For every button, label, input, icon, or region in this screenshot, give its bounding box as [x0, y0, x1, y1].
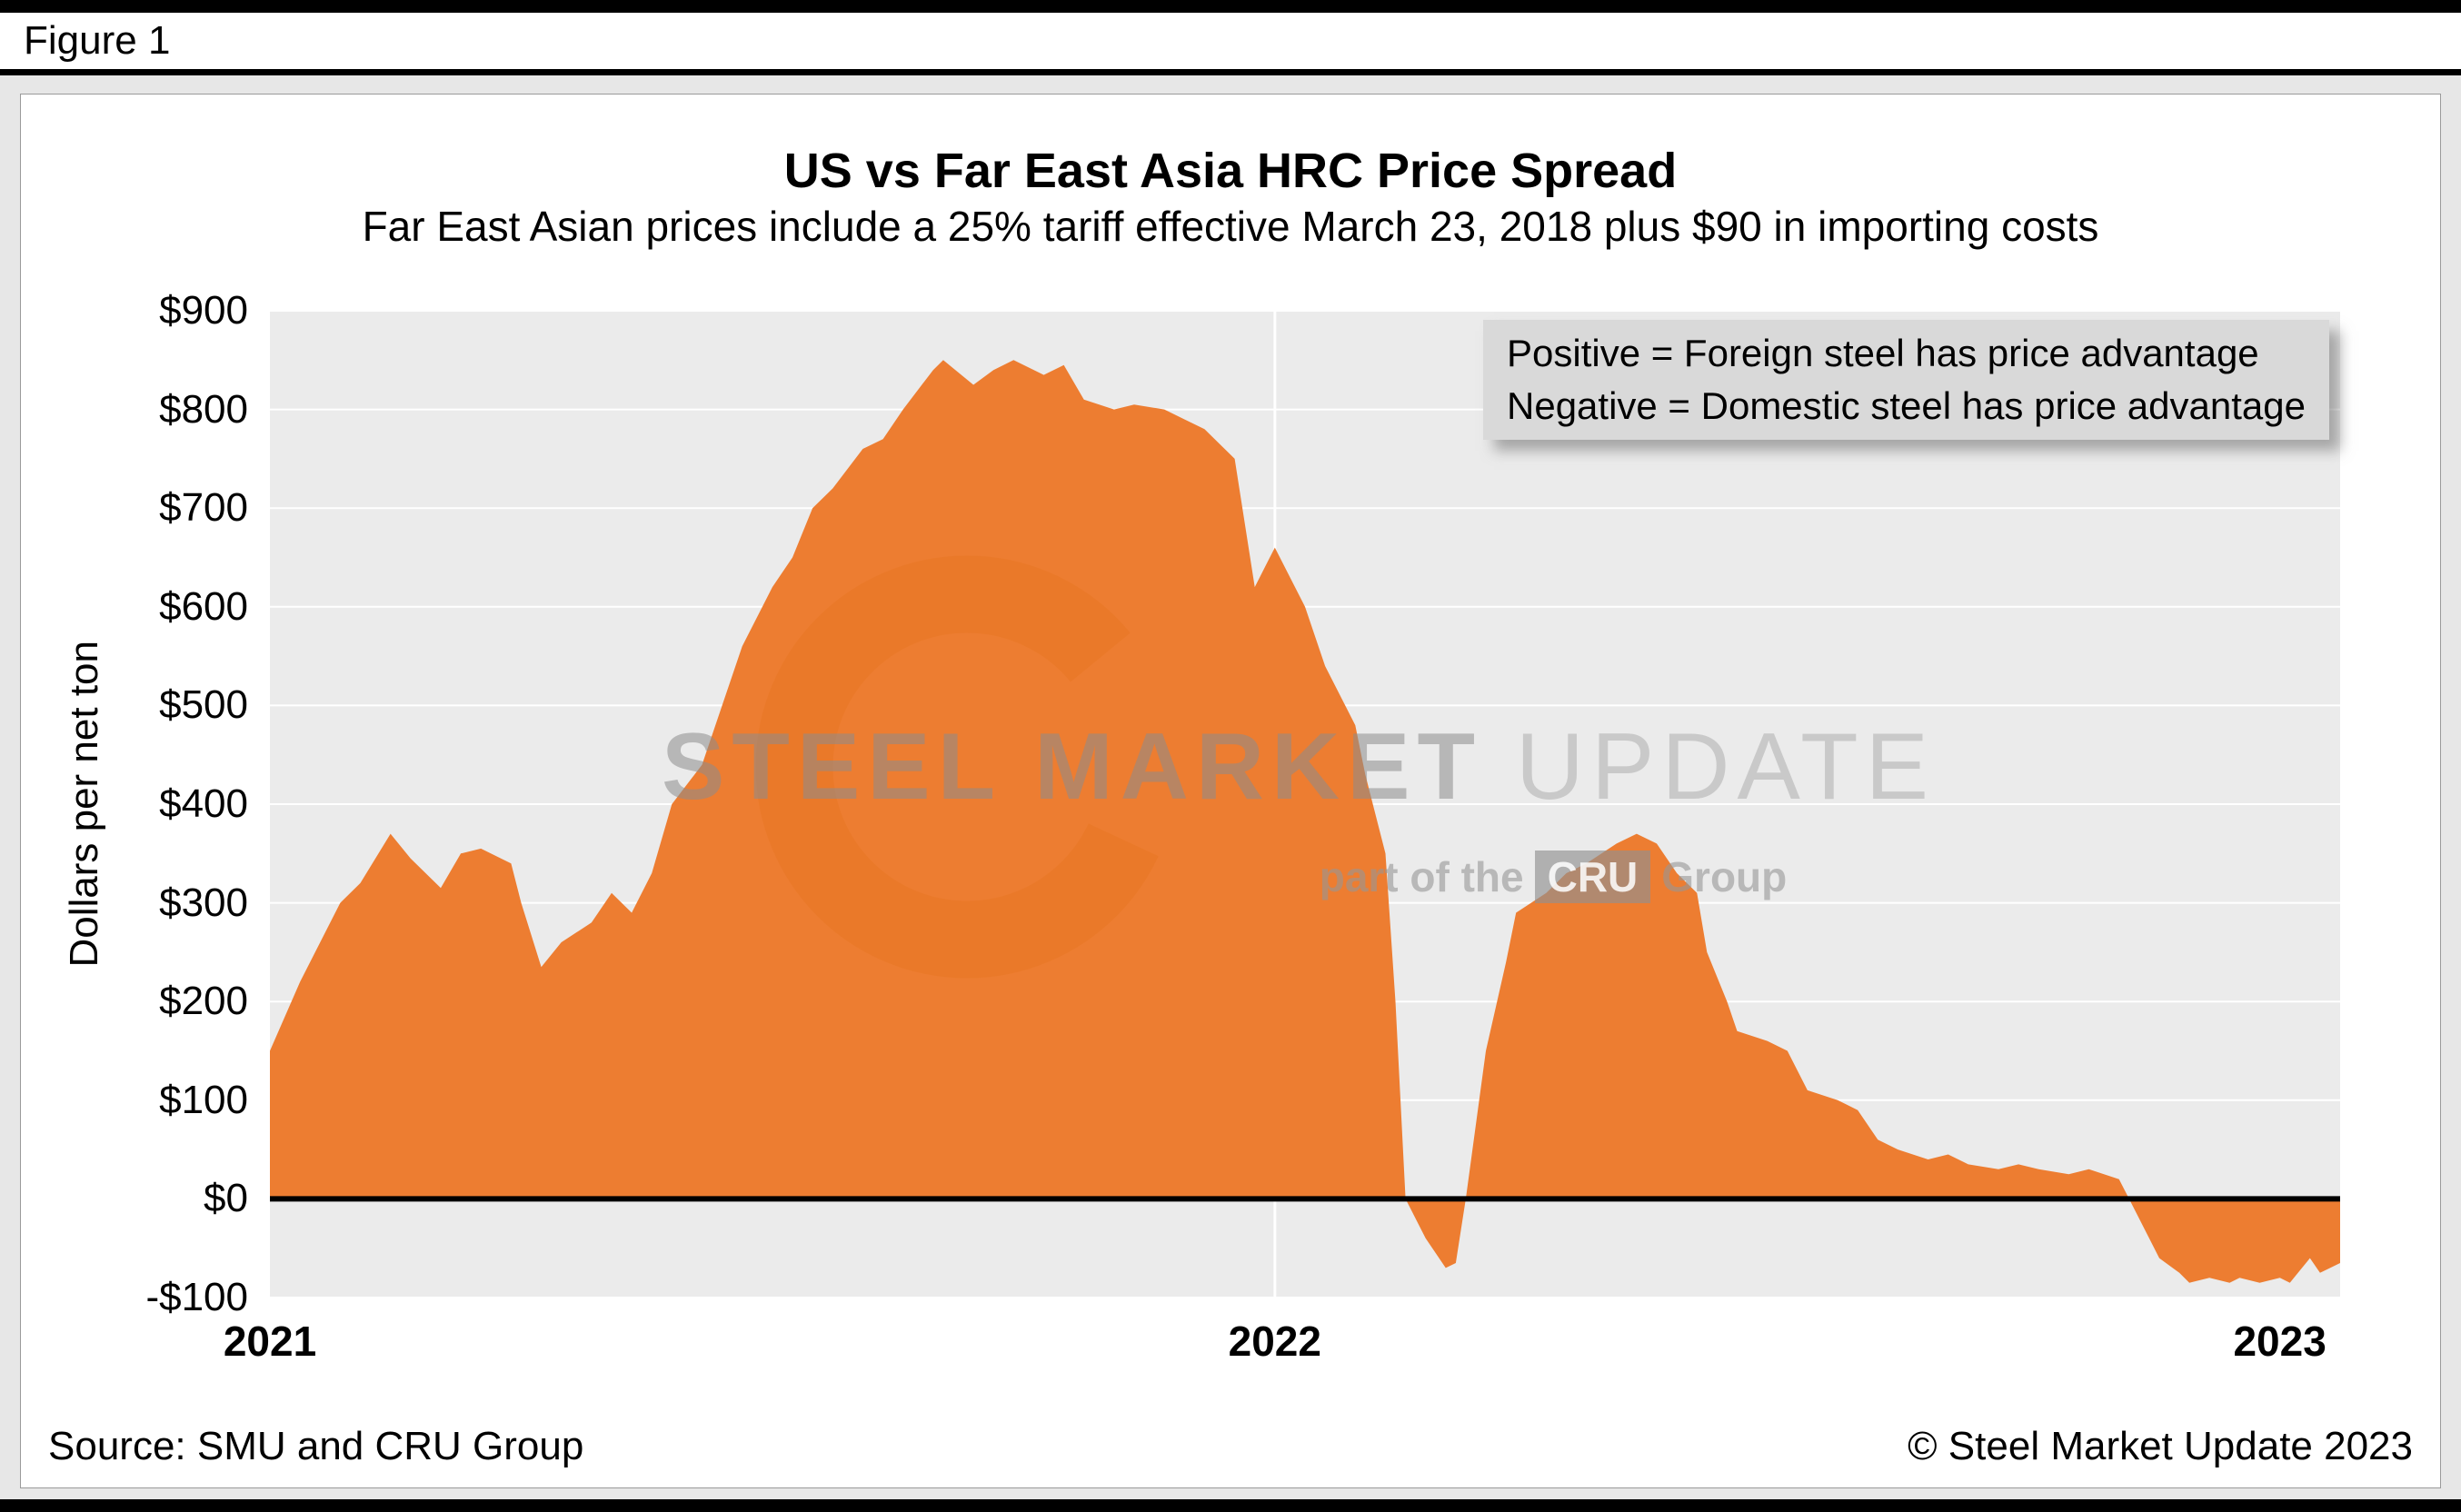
y-tick-label: $900 [159, 288, 248, 333]
panel-footer: Source: SMU and CRU Group © Steel Market… [21, 1424, 2440, 1487]
legend-annotation-box: Positive = Foreign steel has price advan… [1483, 320, 2329, 440]
chart-panel: US vs Far East Asia HRC Price Spread Far… [20, 94, 2441, 1488]
y-tick-label: $100 [159, 1077, 248, 1122]
plot-area [270, 311, 2340, 1298]
y-tick-label: $400 [159, 781, 248, 826]
figure-header: Figure 1 [0, 13, 2461, 75]
figure-label: Figure 1 [24, 18, 171, 63]
source-attribution: Source: SMU and CRU Group [48, 1424, 584, 1468]
bottom-border-bar [0, 1499, 2461, 1512]
chart-title: US vs Far East Asia HRC Price Spread [783, 144, 1678, 198]
price-spread-chart: Dollars per net ton STEEL MARKET UPDATE … [21, 269, 2440, 1405]
y-tick-label: $800 [159, 386, 248, 432]
annotation-line-positive: Positive = Foreign steel has price advan… [1507, 332, 2259, 374]
annotation-line-negative: Negative = Domestic steel has price adva… [1507, 384, 2306, 427]
y-tick-label: $0 [204, 1176, 248, 1221]
x-tick-label: 2021 [223, 1318, 317, 1365]
y-tick-label: $500 [159, 682, 248, 728]
x-tick-label: 2022 [1228, 1318, 1321, 1365]
copyright-notice: © Steel Market Update 2023 [1908, 1424, 2413, 1468]
chart-subtitle: Far East Asian prices include a 25% tari… [362, 203, 2099, 250]
y-tick-label: $600 [159, 583, 248, 629]
y-tick-label: $200 [159, 979, 248, 1024]
y-tick-label: $700 [159, 485, 248, 531]
y-tick-label: -$100 [145, 1275, 248, 1319]
y-tick-label: $300 [159, 880, 248, 925]
x-tick-label: 2023 [2233, 1318, 2326, 1365]
top-border-bar [0, 0, 2461, 13]
page-content: US vs Far East Asia HRC Price Spread Far… [0, 75, 2461, 1499]
